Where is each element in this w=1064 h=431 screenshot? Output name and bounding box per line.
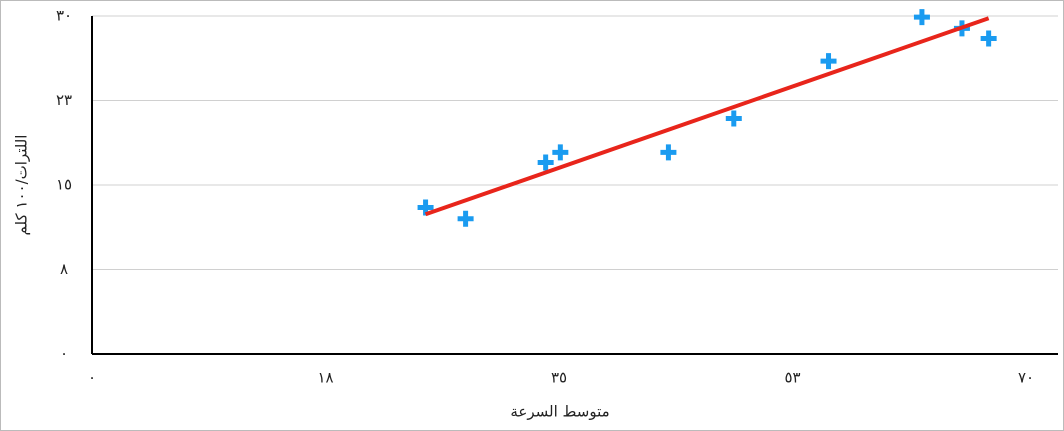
x-axis-title: متوسط السرعة	[510, 403, 609, 421]
y-tick-label: ٣٠	[56, 7, 72, 25]
data-point	[417, 199, 434, 216]
x-tick-label: ٥٣	[784, 369, 800, 387]
data-point	[660, 144, 677, 161]
x-tick-label: ١٨	[317, 369, 333, 387]
y-tick-label: ٢٣	[56, 91, 72, 109]
y-axis-title: اللترات/١٠٠ كلم	[13, 135, 31, 236]
data-point	[537, 154, 554, 171]
x-tick-label: ٧٠	[1018, 369, 1034, 387]
data-point	[725, 110, 742, 127]
y-tick-label: ١٥	[56, 176, 72, 194]
data-point	[552, 144, 569, 161]
data-point	[980, 30, 997, 47]
x-tick-label: ٠	[88, 369, 96, 387]
trendline	[424, 16, 990, 217]
data-point	[913, 9, 930, 26]
data-point	[457, 210, 474, 227]
y-tick-label: ٠	[60, 345, 68, 363]
data-point	[820, 53, 837, 70]
x-tick-label: ٣٥	[551, 369, 567, 387]
y-tick-label: ٨	[60, 260, 68, 278]
